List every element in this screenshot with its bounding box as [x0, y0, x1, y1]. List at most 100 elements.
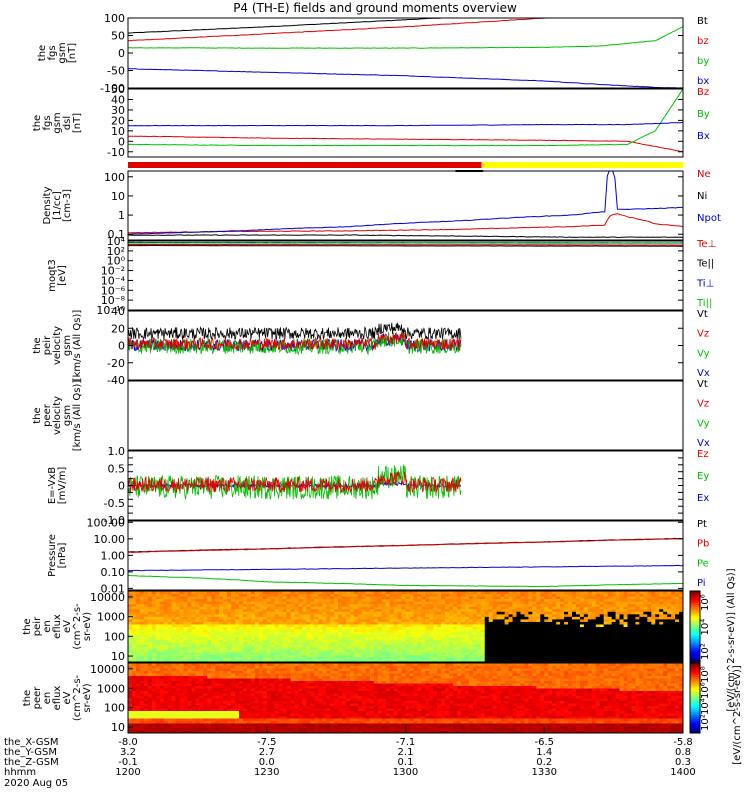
- footer-row-label: the_X-GSM: [4, 737, 58, 748]
- y-axis-label-line: gsm: [62, 335, 73, 356]
- series-line-Te||: [128, 244, 683, 247]
- legend-entry: Ne: [697, 169, 711, 180]
- panel-peer_velocity: the peer velocity gsm [km/s (All Qs)] Vt Vz Vy V…: [32, 379, 710, 451]
- y-axis-label-line: [eV]: [57, 265, 68, 286]
- y-tick-label: 100: [104, 702, 125, 715]
- series-group: [128, 89, 683, 153]
- legend-entry: Ex: [697, 493, 709, 504]
- y-axis-label-line: E=-VxB: [47, 467, 58, 504]
- series-line-Bx: [128, 121, 683, 127]
- colorbar-tick-label: 10⁶: [700, 594, 711, 611]
- footer-value: -7.5: [257, 737, 277, 748]
- panel-frame: [127, 520, 684, 591]
- colorbar: 10⁶ 10⁴ 10²: [689, 590, 711, 663]
- footer-value: 1200: [115, 767, 140, 778]
- footer-row-label: the_Z-GSM: [4, 757, 59, 768]
- y-axis-label-line: the: [37, 45, 48, 61]
- y-axis-label-line: [mV/m]: [57, 467, 68, 505]
- y-tick-label: 10: [111, 190, 125, 203]
- y-tick-label: 10⁻⁴: [101, 274, 126, 287]
- legend-entry: Pb: [697, 539, 709, 550]
- y-tick-label: 0.01: [101, 582, 126, 595]
- y-axis-label-line: peir: [42, 335, 53, 355]
- y-tick-label: 0: [118, 340, 125, 353]
- series-line-Vz: [128, 332, 462, 351]
- y-axis-label-line: gsm: [62, 405, 73, 426]
- footer-value: -7.1: [396, 737, 416, 748]
- y-tick-label: 10²: [107, 245, 125, 258]
- y-axis-label: the fgs gsm dsl [nT]: [32, 112, 83, 133]
- y-tick-label: 0: [118, 135, 125, 148]
- y-axis-label-line: velocity: [52, 326, 63, 365]
- y-axis-label-line: sr-eV): [82, 612, 93, 641]
- y-axis-label-line: [nT]: [72, 113, 83, 133]
- footer-value: -6.5: [534, 737, 554, 748]
- y-tick-label: 100: [104, 12, 125, 25]
- series-line-bz: [128, 18, 554, 42]
- series-line-Pb: [128, 538, 683, 554]
- y-axis-label-line: [nT]: [67, 43, 78, 63]
- y-axis-label-line: the: [22, 618, 33, 634]
- y-axis-label-line: Pressure: [47, 534, 58, 577]
- y-axis-label-line: (cm^2-s-: [72, 674, 83, 721]
- colorbar-tick-label: 10⁴: [700, 698, 711, 715]
- legend-entry: Vz: [697, 399, 709, 410]
- y-tick-label: 10.00: [94, 533, 126, 546]
- flag-segment-red: [128, 162, 482, 168]
- series-line-Ni: [128, 234, 683, 239]
- y-axis-label-line: fgs: [42, 115, 53, 130]
- y-tick-label: 0: [118, 480, 125, 493]
- colorbar-unit-label: [eV/(cm^2-s-sr-eV)]: [732, 665, 743, 765]
- series-line-Te⊥: [128, 243, 683, 246]
- y-tick-label: 0: [118, 47, 125, 60]
- footer-row-label: hhmm: [4, 767, 36, 778]
- y-axis-label-line: [nPa]: [57, 542, 68, 568]
- panel-fgs_gsm: 100 50 0 -50 -100 the fgs gsm [nT] Bt bz by bx: [37, 12, 709, 95]
- legend-entry: Ti⊥: [696, 278, 714, 289]
- series-line-Ez: [128, 471, 462, 494]
- legend-entry: By: [697, 109, 710, 120]
- legend-entry: Bz: [697, 87, 709, 98]
- series-group: [128, 537, 683, 588]
- colorbar-unit-label: [eV/(cm^2-s-sr-eV)] (All Qs)]: [726, 568, 737, 711]
- legend-entry: Bt: [697, 16, 708, 27]
- colorbar-tick-label: 10²: [700, 714, 711, 731]
- y-axis-label-line: eV: [62, 620, 73, 633]
- y-tick-label: 50: [111, 83, 125, 96]
- y-tick-label: 20: [111, 114, 125, 127]
- series-group: [128, 18, 683, 88]
- y-tick-label: -50: [107, 65, 125, 78]
- y-tick-label: 0.5: [108, 462, 126, 475]
- y-axis-label-line: [km/s (All Qs)]: [72, 310, 83, 382]
- series-line-Npot: [128, 171, 683, 235]
- y-tick-label: 50: [111, 30, 125, 43]
- legend-entry: Vt: [697, 309, 708, 320]
- heatmap-cells: [128, 591, 683, 662]
- y-tick-label: -1.0: [104, 514, 125, 527]
- y-axis-label-line: moqt3: [47, 259, 58, 292]
- y-axis-label-line: fgs: [47, 45, 58, 60]
- footer-value: 0.8: [675, 747, 691, 758]
- y-axis-label-line: the: [32, 337, 43, 353]
- footer-value: 3.2: [120, 747, 136, 758]
- footer-value: 1330: [532, 767, 557, 778]
- colorbar-tick-label: 10⁶: [700, 682, 711, 699]
- y-tick-label: 10: [111, 650, 125, 663]
- y-tick-label: 1: [118, 209, 125, 222]
- footer-value: 0.0: [259, 757, 275, 768]
- y-axis-label-line: [cm-3]: [62, 189, 73, 222]
- series-line-By: [128, 89, 683, 147]
- footer-value: 2.1: [398, 747, 414, 758]
- y-axis-label-line: (cm^2-s-: [72, 603, 83, 650]
- y-tick-label: 1.00: [101, 549, 126, 562]
- legend-entry: Pi: [697, 578, 706, 589]
- panel-frame: [127, 590, 684, 663]
- colorbar-frame: [689, 590, 701, 663]
- y-axis-label: Density [1/cc] [cm-3]: [42, 186, 73, 224]
- legend-entry: Vy: [697, 418, 710, 429]
- series-line-Bz: [128, 135, 683, 153]
- panel-density: 100 10 1 0.1 Density [1/cc] [cm-3] Ne Ni Npot: [42, 169, 721, 241]
